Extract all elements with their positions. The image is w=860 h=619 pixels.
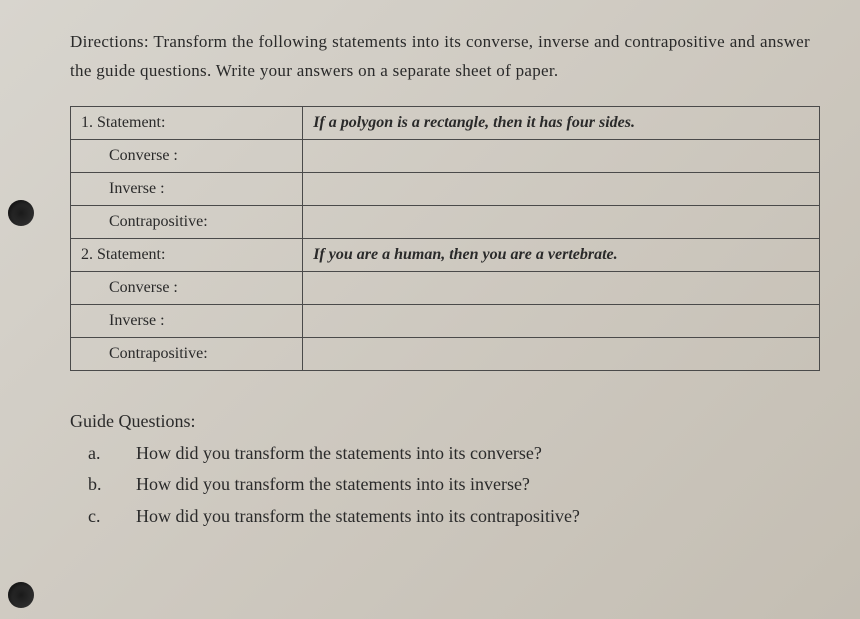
row-value (303, 139, 820, 172)
guide-item-text: How did you transform the statements int… (136, 506, 580, 526)
row-label: Contrapositive: (71, 205, 303, 238)
row-label: Contrapositive: (71, 337, 303, 370)
table-row: 2. Statement:If you are a human, then yo… (71, 238, 820, 271)
table-row: Inverse : (71, 172, 820, 205)
guide-item: b.How did you transform the statements i… (112, 469, 820, 501)
guide-item-text: How did you transform the statements int… (136, 443, 542, 463)
row-value (303, 337, 820, 370)
guide-item-marker: a. (112, 438, 136, 470)
row-label: Converse : (71, 139, 303, 172)
guide-list: a.How did you transform the statements i… (70, 438, 820, 533)
row-label: 1. Statement: (71, 106, 303, 139)
punch-hole-bottom (8, 582, 34, 608)
row-value (303, 172, 820, 205)
row-value: If you are a human, then you are a verte… (303, 238, 820, 271)
row-value (303, 205, 820, 238)
row-value (303, 271, 820, 304)
guide-item-marker: c. (112, 501, 136, 533)
row-value: If a polygon is a rectangle, then it has… (303, 106, 820, 139)
guide-item: a.How did you transform the statements i… (112, 438, 820, 470)
guide-item-marker: b. (112, 469, 136, 501)
table-body: 1. Statement:If a polygon is a rectangle… (71, 106, 820, 370)
guide-item-text: How did you transform the statements int… (136, 474, 530, 494)
table-row: Inverse : (71, 304, 820, 337)
table-row: Contrapositive: (71, 337, 820, 370)
statements-table: 1. Statement:If a polygon is a rectangle… (70, 106, 820, 371)
table-row: Converse : (71, 139, 820, 172)
directions-text: Directions: Transform the following stat… (70, 28, 820, 86)
guide-heading: Guide Questions: (70, 411, 820, 432)
row-label: Converse : (71, 271, 303, 304)
row-label: Inverse : (71, 172, 303, 205)
row-label: 2. Statement: (71, 238, 303, 271)
table-row: 1. Statement:If a polygon is a rectangle… (71, 106, 820, 139)
row-value (303, 304, 820, 337)
table-row: Contrapositive: (71, 205, 820, 238)
table-row: Converse : (71, 271, 820, 304)
punch-hole-top (8, 200, 34, 226)
guide-item: c.How did you transform the statements i… (112, 501, 820, 533)
row-label: Inverse : (71, 304, 303, 337)
